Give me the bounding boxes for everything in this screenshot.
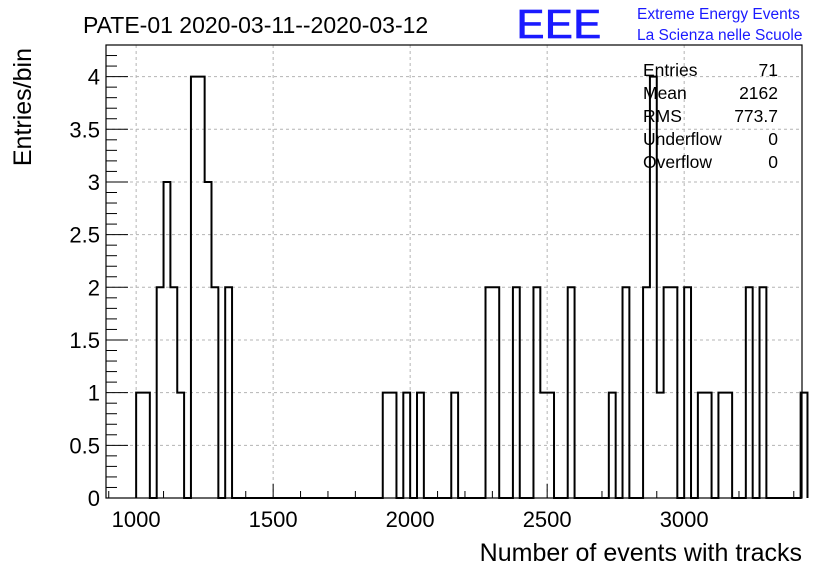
histogram-bin xyxy=(157,287,164,498)
histogram-bin xyxy=(643,287,650,498)
histogram-line xyxy=(135,75,809,499)
histogram-bin xyxy=(417,393,424,498)
histogram-bin xyxy=(177,393,184,498)
eee-logo: EEE Extreme Energy Events La Scienza nel… xyxy=(515,0,802,50)
plot-frame xyxy=(105,44,803,499)
axes xyxy=(105,44,803,499)
logo-mark: EEE xyxy=(516,0,601,49)
x-tick-label: 2000 xyxy=(386,507,435,532)
histogram-bin xyxy=(533,287,540,498)
histogram-bin xyxy=(198,77,205,498)
chart-title: PATE-01 2020-03-11--2020-03-12 xyxy=(83,12,428,38)
y-tick-label: 1 xyxy=(88,381,100,406)
histogram-bin xyxy=(170,287,177,498)
histogram-bin xyxy=(390,393,397,498)
stats-row-value: 0 xyxy=(768,129,778,149)
y-tick-label: 3 xyxy=(88,170,100,195)
histogram-bin xyxy=(403,393,410,498)
histogram-bin xyxy=(191,77,198,498)
x-axis-label: Number of events with tracks xyxy=(480,539,802,567)
x-tick-label: 1500 xyxy=(249,507,298,532)
histogram-bin xyxy=(225,287,232,498)
stats-row-label: Mean xyxy=(643,83,687,103)
y-tick-label: 2.5 xyxy=(69,223,100,248)
histogram-bin xyxy=(725,393,732,498)
histogram-bin xyxy=(486,287,493,498)
histogram-bin xyxy=(143,393,150,498)
histogram-bin xyxy=(705,393,712,498)
x-tick-label: 1000 xyxy=(112,507,161,532)
logo-line2: La Scienza nelle Scuole xyxy=(637,27,802,44)
histogram-bin xyxy=(746,287,753,498)
histogram-series xyxy=(135,75,809,499)
histogram-bin xyxy=(670,287,677,498)
y-tick-label: 3.5 xyxy=(69,117,100,142)
stats-box: Entries 71 Mean 2162 RMS 773.7 Underflow 0 Overf… xyxy=(643,60,778,172)
stats-row-label: Overflow xyxy=(643,152,712,172)
histogram-bin xyxy=(205,182,212,498)
stats-row-label: Underflow xyxy=(643,129,722,149)
x-tick-label: 2500 xyxy=(523,507,572,532)
y-tick-label: 0.5 xyxy=(69,433,100,458)
histogram-bin xyxy=(568,287,575,498)
histogram-bin xyxy=(718,393,725,498)
histogram-bin xyxy=(492,287,499,498)
histogram-bin xyxy=(513,287,520,498)
histogram-bin xyxy=(657,393,664,498)
y-axis-label: Entries/bin xyxy=(9,48,37,166)
y-tick-label: 1.5 xyxy=(69,328,100,353)
y-tick-label: 4 xyxy=(88,65,100,90)
stats-row-value: 71 xyxy=(759,60,778,80)
histogram-bin xyxy=(136,393,143,498)
histogram-bin xyxy=(164,182,171,498)
logo-line1: Extreme Energy Events xyxy=(637,6,800,23)
stats-row-value: 773.7 xyxy=(734,106,778,126)
y-tick-label: 0 xyxy=(88,486,100,511)
x-tick-label: 3000 xyxy=(660,507,709,532)
tick-labels: 1000 1500 2000 2500 3000 0 0.5 1 1.5 2 2.5 3 3.5 4 xyxy=(69,65,708,532)
histogram-bin xyxy=(623,287,630,498)
stats-row-label: RMS xyxy=(643,106,682,126)
y-tick-label: 2 xyxy=(88,275,100,300)
histogram-bin xyxy=(664,287,671,498)
histogram-bin xyxy=(540,393,547,498)
histogram-bin xyxy=(698,393,705,498)
histogram-bin xyxy=(760,287,767,498)
stats-row-value: 2162 xyxy=(739,83,778,103)
histogram-bin xyxy=(547,393,554,498)
histogram-bin xyxy=(609,393,616,498)
stats-row-value: 0 xyxy=(768,152,778,172)
histogram-bin xyxy=(684,287,691,498)
stats-row-label: Entries xyxy=(643,60,698,80)
histogram-bin xyxy=(211,287,218,498)
histogram-bin xyxy=(383,393,390,498)
histogram-bin xyxy=(451,393,458,498)
